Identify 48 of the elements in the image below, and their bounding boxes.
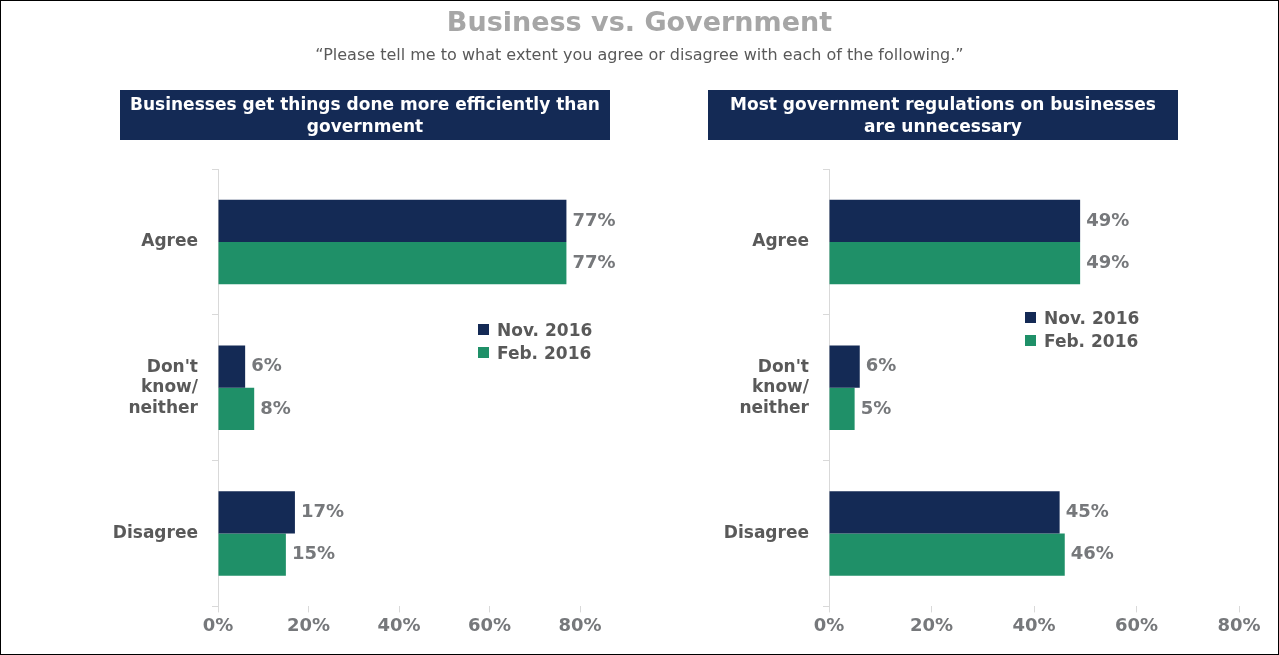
x-tick-label: 40%: [377, 613, 421, 635]
x-tick-label: 0%: [813, 613, 845, 635]
data-label: 5%: [860, 396, 892, 418]
y-tick-label: Don't know/ neither: [128, 355, 199, 417]
legend-label: Feb. 2016: [1044, 330, 1139, 351]
y-tick-label: Disagree: [723, 521, 809, 542]
bar: [829, 242, 1081, 285]
data-label: 45%: [1065, 500, 1109, 522]
x-tick-label: 60%: [1114, 613, 1159, 635]
legend-label: Nov. 2016: [1044, 307, 1140, 328]
data-label: 46%: [1070, 542, 1114, 564]
data-label: 77%: [572, 208, 616, 230]
x-tick-label: 20%: [286, 613, 331, 635]
data-label: 8%: [260, 396, 291, 418]
y-tick-label: Disagree: [112, 521, 198, 542]
data-label: 49%: [1086, 250, 1130, 272]
bar: [829, 491, 1060, 534]
data-label: 17%: [300, 500, 345, 522]
chart-title: Most government regulations on businesses are unnecessary: [708, 90, 1178, 140]
bar: [218, 491, 295, 534]
y-tick-label: Don't know/ neither: [739, 355, 810, 417]
data-label: 15%: [291, 542, 335, 564]
data-label: 6%: [251, 354, 282, 376]
data-label: 6%: [865, 354, 897, 376]
chart-title: Businesses get things done more efficiently than government: [120, 90, 610, 140]
x-tick-label: 60%: [467, 613, 512, 635]
data-label: 77%: [572, 250, 616, 272]
bar: [829, 533, 1065, 576]
x-tick-label: 80%: [558, 613, 602, 635]
bar: [829, 387, 855, 431]
x-tick-label: 80%: [1217, 613, 1261, 635]
bar: [829, 199, 1081, 243]
bar: [218, 533, 286, 576]
y-tick-label: Agree: [141, 230, 198, 251]
legend-label: Feb. 2016: [497, 342, 592, 363]
bar: [218, 199, 567, 243]
x-tick-label: 0%: [202, 613, 234, 635]
bar: [218, 345, 246, 388]
x-tick-label: 40%: [1012, 613, 1056, 635]
text: Business vs. Government: [445, 6, 834, 37]
bar: [218, 242, 567, 285]
bar: [829, 345, 860, 388]
x-tick-label: 20%: [909, 613, 954, 635]
bar: [218, 387, 255, 431]
legend-label: Nov. 2016: [497, 319, 593, 340]
y-tick-label: Agree: [752, 230, 809, 251]
data-label: 49%: [1086, 208, 1130, 230]
text: “Please tell me to what extent you agree or disagree with each of the following.”: [314, 45, 965, 64]
